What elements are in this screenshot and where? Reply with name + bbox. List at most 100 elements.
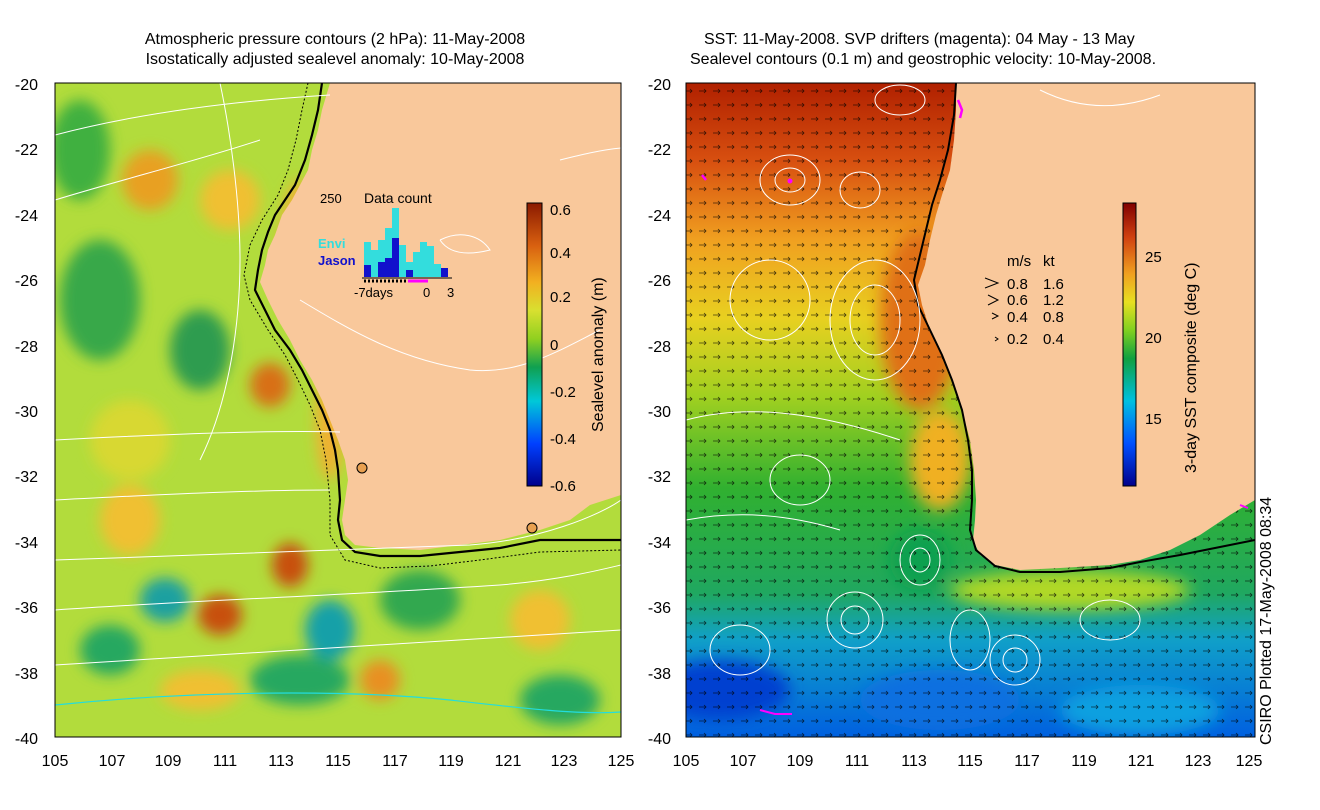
velocity-ms-value: 0.2 [1007, 331, 1028, 348]
inset-x-start: -7days [354, 285, 394, 300]
velocity-ms-value: 0.8 [1007, 276, 1028, 293]
left-map-title: Atmospheric pressure contours (2 hPa): 1… [100, 30, 570, 70]
x-tick: 123 [1185, 753, 1212, 770]
y-tick: -28 [648, 339, 671, 356]
inset-bar [399, 245, 406, 277]
x-tick: 105 [673, 753, 700, 770]
y-tick: -30 [648, 404, 671, 421]
y-tick: -22 [15, 142, 38, 159]
y-tick: -26 [15, 273, 38, 290]
x-tick: 117 [1014, 753, 1040, 770]
y-tick: -20 [648, 77, 671, 94]
x-tick: 119 [438, 753, 464, 770]
drifter-position [787, 178, 793, 184]
velocity-kt-value: 1.6 [1043, 276, 1064, 293]
inset-bar [378, 262, 385, 277]
left-x-axis: 105 107 109 111 113 115 117 119 121 123 … [42, 753, 635, 770]
y-tick: -30 [15, 404, 38, 421]
sla-colorbar-label: Sealevel anomaly (m) [590, 277, 607, 432]
right-map-frame [685, 82, 1256, 738]
inset-bar [406, 262, 413, 277]
sst-tick: 20 [1145, 330, 1162, 347]
x-tick: 113 [901, 753, 927, 770]
velocity-kt-value: 0.4 [1043, 331, 1064, 348]
tide-gauge-marker [526, 522, 538, 534]
y-tick: -34 [648, 535, 671, 552]
velocity-legend: m/s kt 0.8 1.6 0.6 1.2 0.4 0.8 0.2 0.4 [984, 253, 1064, 348]
x-tick: 119 [1071, 753, 1097, 770]
right-title-line2: Sealevel contours (0.1 m) and geostrophi… [690, 51, 1157, 68]
drifter-track [956, 99, 964, 119]
inset-bar [364, 265, 371, 277]
velocity-header-ms: m/s [1007, 253, 1031, 270]
inset-bar [413, 252, 420, 277]
plotted-timestamp: CSIRO Plotted 17-May-2008 08:34 [1258, 496, 1275, 745]
y-tick: -40 [648, 731, 671, 748]
shelf-contour [243, 83, 621, 569]
sst-colorbar [1122, 202, 1137, 487]
inset-title: Data count [364, 190, 432, 206]
inset-bar [420, 242, 427, 277]
pressure-contours [55, 83, 621, 666]
right-title-line1: SST: 11-May-2008. SVP drifters (magenta)… [704, 31, 1135, 48]
velocity-ms-value: 0.4 [1007, 309, 1028, 326]
y-tick: -24 [648, 208, 671, 225]
tide-gauge-marker [356, 462, 368, 474]
y-tick: -22 [648, 142, 671, 159]
inset-x-zero: 0 [423, 285, 430, 300]
y-tick: -32 [648, 469, 671, 486]
x-tick: 113 [268, 753, 294, 770]
inset-legend-jason: Jason [318, 253, 356, 268]
left-map-frame [54, 82, 622, 738]
drifter-track [701, 174, 707, 181]
inset-bar [392, 238, 399, 277]
inset-bar [427, 246, 434, 277]
sla-colorbar-ticks: 0.6 0.4 0.2 0 -0.2 -0.4 -0.6 [550, 202, 576, 495]
x-tick: 107 [99, 753, 126, 770]
x-tick: 107 [730, 753, 757, 770]
x-tick: 109 [155, 753, 182, 770]
y-tick: -36 [15, 600, 38, 617]
inset-bar [378, 240, 385, 277]
sst-tick: 25 [1145, 249, 1162, 266]
data-count-inset: 250 Data count Envi Jason -7days 0 3 [318, 190, 454, 300]
x-tick: 125 [1236, 753, 1263, 770]
x-tick: 109 [787, 753, 814, 770]
y-tick: -28 [15, 339, 38, 356]
inset-bar [434, 264, 441, 277]
y-tick: -34 [15, 535, 38, 552]
cyan-contour [55, 692, 621, 714]
inset-x-end: 3 [447, 285, 454, 300]
x-tick: 111 [845, 753, 869, 770]
velocity-arrow-glyph [991, 312, 1000, 320]
land-mass [918, 83, 1255, 570]
sla-tick: 0.6 [550, 202, 571, 219]
left-title-line2: Isostatically adjusted sealevel anomaly:… [145, 51, 525, 68]
right-map: m/s kt 0.8 1.6 0.6 1.2 0.4 0.8 0.2 0.4 2… [648, 77, 1263, 770]
x-tick: 117 [382, 753, 408, 770]
velocity-ms-value: 0.6 [1007, 292, 1028, 309]
velocity-arrow-glyph [984, 277, 1000, 289]
left-y-axis: -20 -22 -24 -26 -28 -30 -32 -34 -36 -38 … [15, 77, 38, 748]
velocity-arrow-glyph [987, 294, 1000, 306]
x-tick: 111 [213, 753, 237, 770]
y-tick: -32 [15, 469, 38, 486]
x-tick: 121 [1128, 753, 1155, 770]
drifter-track [759, 709, 792, 715]
sla-tick: 0.2 [550, 289, 571, 306]
sla-tick: -0.2 [550, 384, 576, 401]
coastline [253, 83, 621, 558]
sla-tick: 0 [550, 337, 558, 354]
x-tick: 115 [957, 753, 983, 770]
inset-legend-envi: Envi [318, 236, 345, 251]
left-title-line1: Atmospheric pressure contours (2 hPa): 1… [144, 31, 526, 48]
inset-bar [441, 268, 448, 277]
x-tick: 123 [551, 753, 578, 770]
inset-bar [406, 270, 413, 277]
right-y-axis: -20 -22 -24 -26 -28 -30 -32 -34 -36 -38 … [648, 77, 671, 748]
inset-bar [364, 242, 371, 277]
sealevel-contours [686, 84, 1161, 686]
inset-bar [385, 228, 392, 277]
sla-tick: -0.4 [550, 431, 576, 448]
right-x-axis: 105 107 109 111 113 115 117 119 121 123 … [673, 753, 1263, 770]
